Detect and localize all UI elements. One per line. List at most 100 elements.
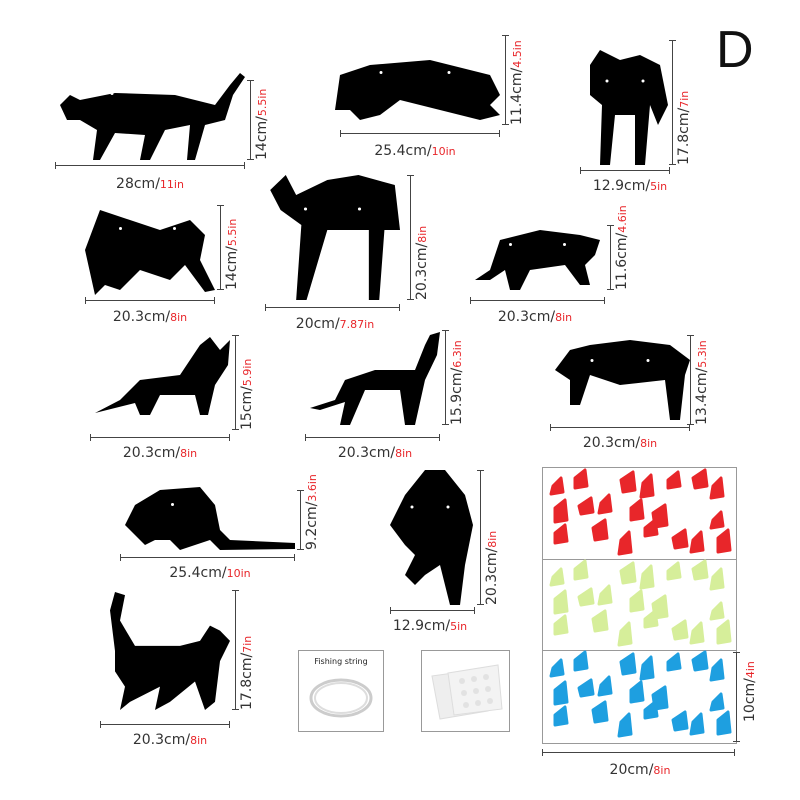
width-dimension-line	[85, 297, 215, 304]
claw-sticker	[573, 468, 589, 490]
width-cm: 12.9cm/	[392, 618, 451, 634]
width-cm: 20.3cm/	[122, 445, 181, 461]
width-label: 20.3cm/8in	[338, 445, 412, 461]
claw-sticker	[709, 601, 725, 621]
claw-sticker	[553, 498, 569, 524]
width-label: 12.9cm/5in	[393, 618, 467, 634]
height-in: 7in	[241, 635, 254, 653]
height-in: 5.5in	[226, 218, 239, 247]
claw-sticker	[619, 561, 637, 585]
height-cm: 11.4cm/	[509, 67, 525, 125]
claw-sticker	[716, 710, 732, 736]
height-cm: 9.2cm/	[304, 501, 320, 550]
width-in: 7.87in	[339, 318, 375, 331]
width-label: 25.4cm/10in	[374, 143, 455, 159]
height-in: 7in	[678, 90, 691, 108]
width-in: 8in	[555, 311, 573, 324]
width-dimension-line	[550, 424, 690, 431]
claw-sticker	[553, 523, 569, 545]
claw-sticker	[573, 559, 589, 581]
claw-sticker	[643, 700, 659, 720]
claw-height-cm: 10cm/	[742, 678, 758, 722]
width-label: 20.3cm/8in	[113, 309, 187, 325]
claw-sticker-sheet	[543, 468, 736, 560]
claw-sticker	[597, 675, 613, 697]
claw-sticker	[691, 468, 709, 490]
cat-silhouette	[120, 485, 295, 550]
height-cm: 14cm/	[254, 116, 270, 160]
claw-sticker	[639, 655, 655, 681]
height-cm: 17.8cm/	[239, 652, 255, 710]
width-cm: 20.3cm/	[337, 445, 396, 461]
claw-height-label: 10cm/4in	[742, 661, 758, 722]
height-cm: 17.8cm/	[676, 107, 692, 165]
width-in: 8in	[395, 447, 413, 460]
height-in: 5.5in	[256, 88, 269, 117]
height-dimension-line	[297, 490, 304, 550]
width-in: 5in	[650, 180, 668, 193]
claw-sticker	[671, 619, 689, 641]
cat-silhouette	[580, 45, 670, 165]
claw-sticker	[709, 510, 725, 530]
width-cm: 20.3cm/	[497, 309, 556, 325]
cat-silhouette	[550, 335, 690, 420]
width-dimension-line	[100, 721, 230, 728]
height-cm: 20.3cm/	[484, 547, 500, 605]
height-dimension-line	[247, 80, 254, 160]
width-label: 12.9cm/5in	[593, 178, 667, 194]
claw-sticker	[691, 559, 709, 581]
claw-sticker	[549, 658, 565, 678]
height-dimension-line	[232, 335, 239, 430]
claw-sticker	[629, 498, 645, 522]
height-dimension-line	[669, 40, 676, 165]
cat-silhouette	[100, 590, 230, 710]
claw-sticker	[666, 652, 682, 672]
width-dimension-line	[265, 304, 400, 311]
width-cm: 20cm/	[295, 316, 340, 332]
height-dimension-line	[477, 470, 484, 605]
width-cm: 20.3cm/	[582, 435, 641, 451]
claw-sticker	[619, 470, 637, 494]
claw-sticker	[691, 650, 709, 672]
claw-sticker	[617, 712, 633, 738]
width-in: 10in	[431, 145, 456, 158]
cat-silhouette	[305, 330, 440, 425]
height-cm: 13.4cm/	[694, 367, 710, 425]
height-label: 14cm/5.5in	[254, 89, 270, 160]
height-dimension-line	[232, 590, 239, 710]
width-dimension-line	[470, 297, 605, 304]
claw-sticker	[709, 658, 725, 682]
variant-letter: D	[716, 21, 754, 79]
width-in: 8in	[190, 734, 208, 747]
width-cm: 25.4cm/	[374, 143, 432, 159]
width-label: 20cm/7.87in	[296, 316, 374, 332]
width-in: 5in	[450, 620, 468, 633]
claw-sticker	[666, 561, 682, 581]
width-in: 8in	[640, 437, 658, 450]
width-dimension-line	[120, 554, 295, 561]
height-in: 8in	[486, 530, 499, 548]
claw-sticker	[629, 589, 645, 613]
claw-sticker	[597, 493, 613, 515]
cat-silhouette	[330, 50, 500, 125]
height-cm: 15.9cm/	[449, 367, 465, 425]
height-cm: 15cm/	[239, 386, 255, 430]
height-label: 13.4cm/5.3in	[694, 340, 710, 425]
claw-width-dimension-line	[542, 749, 735, 756]
claw-sticker	[671, 710, 689, 732]
height-label: 11.6cm/4.6in	[614, 205, 630, 290]
claw-sticker	[639, 564, 655, 590]
fishing-string-box: Fishing string	[298, 650, 384, 732]
claw-width-label: 20cm/8in	[610, 762, 671, 778]
claw-sticker	[553, 705, 569, 727]
width-label: 20.3cm/8in	[133, 732, 207, 748]
width-label: 20.3cm/8in	[123, 445, 197, 461]
height-in: 6.3in	[451, 340, 464, 368]
claw-sticker	[577, 587, 595, 607]
height-dimension-line	[607, 225, 614, 290]
height-cm: 20.3cm/	[414, 242, 430, 300]
claw-sticker	[689, 712, 705, 736]
claw-stickers-panel	[542, 467, 737, 744]
claw-sticker	[629, 680, 645, 704]
claw-sticker	[709, 692, 725, 712]
